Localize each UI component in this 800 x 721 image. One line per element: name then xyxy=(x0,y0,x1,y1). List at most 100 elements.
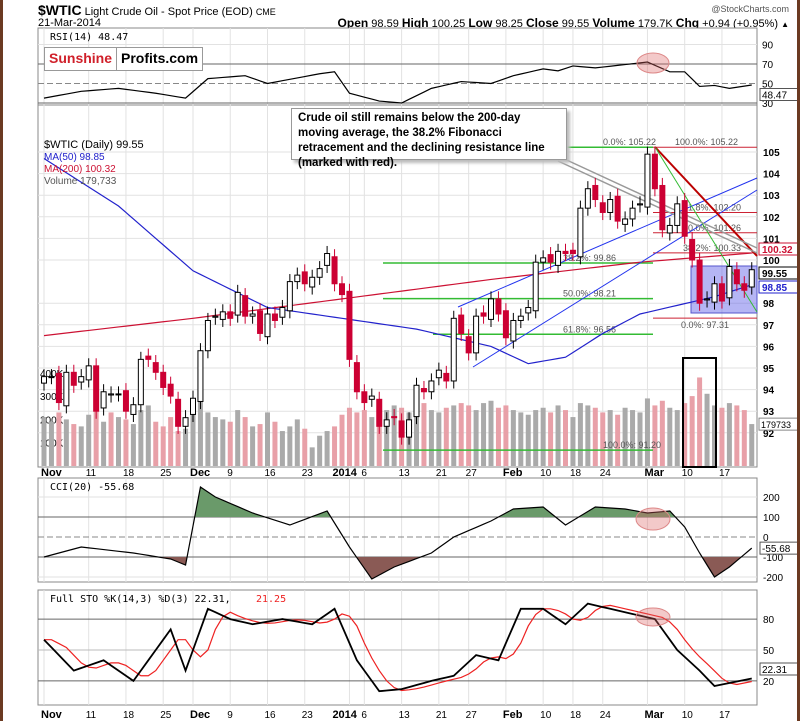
x-tick-label: 11 xyxy=(86,710,97,721)
volume-bar xyxy=(585,405,591,466)
volume-bar xyxy=(704,393,710,466)
x-tick-label: 9 xyxy=(227,468,233,479)
x-tick-label: 13 xyxy=(399,468,411,479)
price-legend-item: MA(200) 100.32 xyxy=(44,164,116,175)
candle xyxy=(41,376,47,384)
volume-bar xyxy=(294,419,300,466)
candle xyxy=(190,397,196,415)
price-tick-label: 96 xyxy=(763,342,775,353)
candle xyxy=(659,184,666,231)
volume-value: 179.7K xyxy=(637,18,673,30)
candle xyxy=(718,283,725,302)
volume-bar xyxy=(555,405,561,466)
fib-label: 100.0%: 91.20 xyxy=(603,440,661,450)
candle xyxy=(339,283,345,296)
candle xyxy=(592,184,599,201)
x-tick-label: 21 xyxy=(436,468,448,479)
candle xyxy=(93,365,100,412)
fib-label: 0.0%: 105.22 xyxy=(603,137,656,147)
channel-line-lower xyxy=(472,189,758,368)
sto-tick-label: 50 xyxy=(763,646,775,657)
candle xyxy=(450,317,457,382)
x-tick-label: 18 xyxy=(570,468,582,479)
price-tick-label: 97 xyxy=(763,321,775,332)
volume-bar xyxy=(369,417,375,466)
fib-label: 38.2%: 100.33 xyxy=(683,243,741,253)
candle xyxy=(376,398,383,427)
price-tick-label: 94 xyxy=(763,386,775,397)
candle xyxy=(584,188,591,209)
volume-bar xyxy=(309,447,315,466)
volume-highlight-box xyxy=(682,357,717,468)
volume-bar xyxy=(63,419,69,466)
highlight-ellipse xyxy=(635,607,671,627)
volume-bar xyxy=(183,428,189,466)
candle xyxy=(480,312,487,317)
candle xyxy=(413,384,420,418)
price-box-ma200 xyxy=(758,242,797,256)
volume-label: Volume xyxy=(592,16,635,30)
fib-label: 0.0%: 97.31 xyxy=(681,320,729,330)
declining-resistance-line xyxy=(654,146,758,257)
candle xyxy=(145,355,152,360)
price-box-label: 99.55 xyxy=(762,269,787,280)
volume-bar xyxy=(272,421,278,466)
candle xyxy=(361,391,368,404)
fib-label: 61.8%: 96.56 xyxy=(563,324,616,334)
candle xyxy=(473,315,480,354)
candle xyxy=(309,276,316,288)
candle xyxy=(711,283,718,303)
volume-bar xyxy=(466,405,472,466)
rsi-last-box xyxy=(759,88,797,101)
candle xyxy=(160,371,167,388)
open-value: 98.59 xyxy=(371,18,399,30)
volume-bar xyxy=(235,410,241,466)
fib-label: 50.0%: 98.21 xyxy=(563,289,616,299)
price-tick-label: 98 xyxy=(763,299,775,310)
open-label: Open xyxy=(337,16,369,30)
x-tick-label: 18 xyxy=(123,710,135,721)
volume-bar xyxy=(607,410,613,466)
volume-bar xyxy=(212,417,218,466)
x-tick-label: 6 xyxy=(361,710,367,721)
volume-bar xyxy=(93,407,99,466)
x-tick-label: 10 xyxy=(682,710,694,721)
candle xyxy=(197,350,204,402)
price-legend-item: Volume 179,733 xyxy=(44,176,117,187)
price-box-close xyxy=(758,266,797,280)
rsi-line xyxy=(43,61,752,104)
x-tick-label: 24 xyxy=(600,468,612,479)
volume-bar xyxy=(533,410,539,466)
x-tick-label: 24 xyxy=(600,710,612,721)
candle xyxy=(219,311,226,320)
rsi-tick-label: 70 xyxy=(762,60,774,71)
sto-tick-label: 20 xyxy=(763,677,775,688)
price-box-ma50 xyxy=(758,280,797,294)
candle xyxy=(629,207,636,220)
candle xyxy=(398,420,405,438)
candle xyxy=(495,298,502,315)
volume-bar xyxy=(41,417,47,466)
candle xyxy=(55,372,62,404)
sto-legend: Full STO %K(14,3) %D(3) 22.31, xyxy=(50,594,231,605)
candle xyxy=(726,265,733,299)
volume-bar xyxy=(242,417,248,466)
price-box-label: 98.85 xyxy=(762,283,787,294)
volume-bar xyxy=(443,407,449,466)
candle xyxy=(510,319,517,342)
candle xyxy=(301,271,308,285)
chg-value: +0.94 (+0.95%) xyxy=(702,18,779,30)
candle xyxy=(234,291,241,316)
candle xyxy=(279,307,286,318)
x-tick-label: Dec xyxy=(190,467,210,479)
x-tick-label: 23 xyxy=(302,710,314,721)
rsi-tick-label: 90 xyxy=(762,41,774,52)
candle xyxy=(614,195,621,222)
price-panel xyxy=(37,104,758,468)
cci-negative-fill xyxy=(44,557,752,579)
x-tick-label: 27 xyxy=(466,710,478,721)
sto-tick-label: 80 xyxy=(763,615,775,626)
candle xyxy=(696,259,703,304)
chart-title: $WTIC Light Crude Oil - Spot Price (EOD)… xyxy=(38,2,276,18)
